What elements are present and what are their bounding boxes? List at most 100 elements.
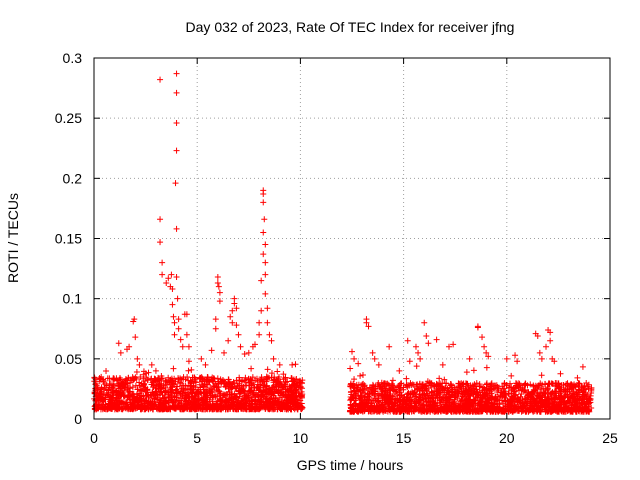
data-point [258, 389, 265, 396]
data-point [124, 388, 131, 395]
x-tick-label: 5 [193, 430, 201, 446]
data-point [537, 389, 544, 396]
data-point [248, 397, 255, 404]
data-point [154, 392, 161, 399]
data-point [210, 378, 217, 385]
data-point [150, 392, 157, 399]
data-point [240, 399, 247, 406]
data-point [171, 319, 178, 326]
data-point [201, 378, 208, 385]
data-point [579, 363, 586, 370]
data-point [142, 377, 149, 384]
data-point [262, 259, 269, 266]
grid-lines [94, 58, 610, 419]
data-point [209, 405, 216, 412]
data-point [285, 397, 292, 404]
data-point [134, 394, 141, 401]
data-point [199, 375, 206, 382]
data-point [295, 402, 302, 409]
data-point [206, 404, 213, 411]
data-point [165, 405, 172, 412]
data-point [173, 70, 180, 77]
data-point [355, 360, 362, 367]
data-point [296, 378, 303, 385]
data-point [158, 384, 165, 391]
data-point [254, 398, 261, 405]
data-point [192, 393, 199, 400]
data-point [538, 372, 545, 379]
x-tick-label: 15 [396, 430, 412, 446]
data-point [91, 375, 98, 382]
data-point [242, 378, 249, 385]
data-point [96, 394, 103, 401]
data-point [105, 387, 112, 394]
data-point [102, 404, 109, 411]
data-point [375, 361, 382, 368]
data-point [121, 387, 128, 394]
data-point [260, 251, 267, 258]
data-point [174, 295, 181, 302]
data-point [433, 336, 440, 343]
data-point [262, 290, 269, 297]
data-point [415, 349, 422, 356]
y-tick-labels: 0 0.05 0.1 0.15 0.2 0.25 0.3 [55, 50, 82, 427]
y-axis-label: ROTI / TECUs [5, 193, 21, 283]
data-point [264, 366, 271, 373]
data-point [169, 383, 176, 390]
data-point [247, 387, 254, 394]
data-point [276, 361, 283, 368]
data-point [114, 395, 121, 402]
data-point [183, 331, 190, 338]
data-point [138, 388, 145, 395]
data-point [237, 343, 244, 350]
data-point [439, 361, 446, 368]
data-point [278, 392, 285, 399]
data-point [386, 343, 393, 350]
data-point [233, 393, 240, 400]
data-point [115, 340, 122, 347]
data-point [224, 405, 231, 412]
data-point [278, 398, 285, 405]
data-point [128, 377, 135, 384]
data-point [155, 385, 162, 392]
data-point [93, 384, 100, 391]
data-point [371, 355, 378, 362]
chart-title: Day 032 of 2023, Rate Of TEC Index for r… [186, 19, 515, 35]
data-point [214, 383, 221, 390]
data-point [257, 377, 264, 384]
data-point [134, 386, 141, 393]
data-point [119, 390, 126, 397]
data-point [137, 373, 144, 380]
data-point [173, 390, 180, 397]
data-point [512, 352, 519, 359]
data-point [286, 386, 293, 393]
data-point [169, 301, 176, 308]
data-point [228, 395, 235, 402]
data-point [106, 405, 113, 412]
plot-frame [93, 57, 611, 420]
data-point [266, 331, 273, 338]
data-point [218, 403, 225, 410]
x-tick-labels: 0 5 10 15 20 25 [90, 430, 618, 446]
data-point [260, 190, 267, 197]
data-point [179, 343, 186, 350]
data-point [175, 325, 182, 332]
data-point [243, 397, 250, 404]
data-point [267, 404, 274, 411]
data-point [238, 404, 245, 411]
data-point [241, 393, 248, 400]
data-point [423, 332, 430, 339]
data-point [208, 347, 215, 354]
data-point [161, 389, 168, 396]
data-point [412, 343, 419, 350]
data-point [280, 376, 287, 383]
data-point [474, 324, 481, 331]
data-point [173, 225, 180, 232]
data-point [292, 361, 299, 368]
data-point [557, 370, 564, 377]
data-point [481, 343, 488, 350]
data-point [290, 381, 297, 388]
data-point [264, 319, 271, 326]
data-point [288, 391, 295, 398]
